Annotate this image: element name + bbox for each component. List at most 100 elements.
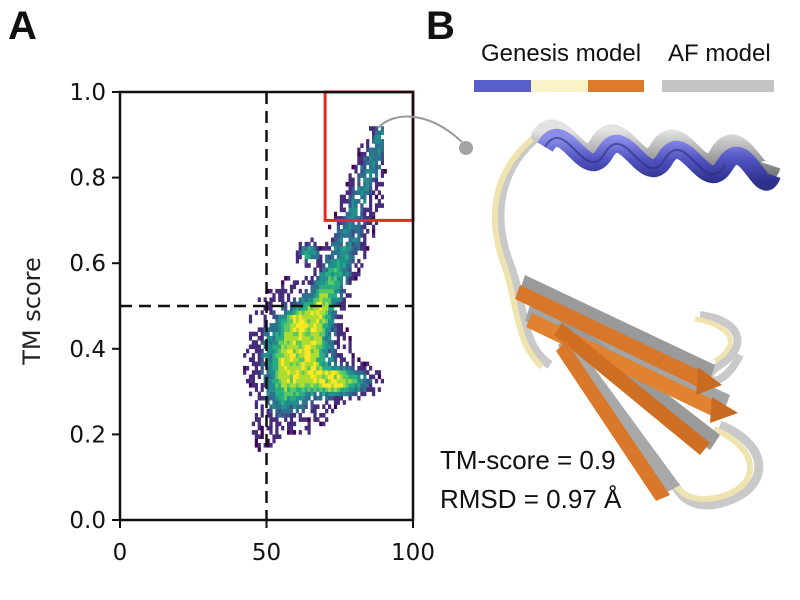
heatmap-cell [328,404,332,409]
heatmap-cell [354,224,358,230]
heatmap-cell [345,267,349,273]
heatmap-cell [272,336,276,341]
heatmap-cell [304,323,308,328]
heatmap-cell [295,391,299,397]
heatmap-cell [248,383,253,388]
heatmap-cell [313,417,317,422]
heatmap-cell [263,443,267,448]
heatmap-cell [307,344,311,350]
heatmap-cell [307,241,311,247]
heatmap-cell [281,400,285,405]
heatmap-cell [336,387,340,392]
heatmap-cell [339,280,343,285]
heatmap-cell [287,310,291,315]
heatmap-cell [366,220,370,225]
heatmap-cell [269,310,273,315]
heatmap-cell [292,314,297,320]
heatmap-cell [310,327,314,332]
heatmap-cell [272,348,276,354]
heatmap-cell [372,169,376,174]
heatmap-cell [339,284,343,290]
heatmap-cell [254,430,258,435]
heatmap-cell [304,336,308,341]
heatmap-cell [369,164,373,170]
heatmap-cell [333,233,338,238]
heatmap-cell [345,250,349,255]
heatmap-cell [272,310,276,315]
heatmap-cell [281,284,285,290]
heatmap-cell [298,246,302,251]
heatmap-cell [301,348,305,354]
heatmap-cell [310,400,314,405]
heatmap-cell [369,374,373,380]
heatmap-cell [266,370,270,375]
heatmap-cell [351,254,355,260]
heatmap-cell [342,233,346,238]
y-axis: 0.0 0.2 0.4 0.6 0.8 1.0 [69,80,120,534]
heatmap-cell [272,327,276,332]
heatmap-cell [289,357,294,362]
heatmap-cell [284,413,288,418]
heatmap-cell [295,348,299,354]
heatmap-cell [301,361,305,367]
heatmap-cell [257,447,261,452]
heatmap-cell [295,301,299,307]
heatmap-cell [269,413,273,418]
heatmap-cell [298,250,302,255]
heatmap-cell [319,246,323,251]
heatmap-cell [281,378,285,384]
heatmap-cell [319,383,323,388]
heatmap-cell [316,336,320,341]
heatmap-cell [292,395,297,401]
heatmap-cell [366,160,370,166]
heatmap-cell [298,417,302,422]
heatmap-cell [331,327,335,332]
heatmap-cell [275,408,279,414]
heatmap-cell [278,318,282,324]
heatmap-cell [322,306,326,311]
heatmap-cell [360,164,364,170]
heatmap-cell [310,336,314,341]
heatmap-cell [310,288,314,294]
heatmap-cell [333,250,338,255]
heatmap-cell [322,267,326,273]
heatmap-cell [304,293,308,298]
heatmap-cell [325,340,329,345]
heatmap-cell [339,357,343,362]
heatmap-cell [269,361,273,367]
heatmap-cell [304,327,308,332]
heatmap-cell [363,233,367,238]
heatmap-cell [281,323,285,328]
heatmap-cell [345,211,349,217]
heatmap-cell [310,280,314,285]
heatmap-cell [322,310,326,315]
heatmap-cell [304,276,308,281]
heatmap-cell [357,271,361,277]
heatmap-cell [336,297,340,302]
heatmap-cell [316,276,320,281]
heatmap-cell [339,353,343,358]
heatmap-cell [345,361,349,367]
heatmap-cell [377,147,381,153]
heatmap-cell [313,383,317,388]
heatmap-cell [348,177,352,183]
heatmap-cell [348,276,352,281]
heatmap-cell [331,370,335,375]
heatmap-cell [266,408,270,414]
heatmap-cell [263,395,267,401]
heatmap-cell [307,331,311,337]
heatmap-cell [254,413,258,418]
heatmap-cell [281,357,285,362]
heatmap-cell [336,327,340,332]
heatmap-cell [380,139,384,144]
heatmap-cell [369,156,373,161]
heatmap-cell [339,391,343,397]
heatmap-cell [269,357,273,362]
heatmap-cell [339,271,343,277]
heatmap-cell [269,387,273,392]
heatmap-cell [292,353,297,358]
heatmap-cell [298,348,302,354]
heatmap-cell [372,229,376,234]
heatmap-cell [319,421,323,427]
heatmap-cell [369,177,373,183]
